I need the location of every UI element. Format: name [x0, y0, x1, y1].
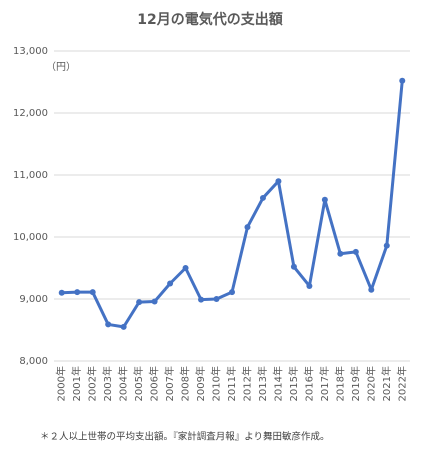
x-tick-label: 2021年	[380, 366, 393, 401]
marker	[167, 280, 174, 287]
x-tick-label: 2014年	[271, 366, 284, 401]
marker	[182, 265, 189, 271]
x-tick-label: 2012年	[240, 366, 253, 401]
x-tick-label: 2006年	[148, 366, 161, 401]
marker	[259, 194, 266, 201]
x-tick-label: 2009年	[194, 366, 207, 401]
marker	[198, 296, 205, 303]
marker	[275, 178, 282, 185]
marker	[244, 224, 251, 231]
marker	[151, 298, 158, 305]
marker	[368, 286, 375, 293]
x-tick-label: 2016年	[302, 366, 315, 401]
footnote: ＊２人以上世帯の平均支出額。『家計調査月報』より舞田敏彦作成。	[40, 431, 330, 443]
x-tick-label: 2019年	[349, 366, 362, 401]
x-tick-label: 2007年	[163, 366, 176, 401]
marker	[105, 321, 112, 328]
y-tick-label: 12,000	[13, 108, 48, 119]
x-tick-label: 2011年	[225, 366, 238, 401]
y-tick-label: 10,000	[13, 232, 48, 243]
marker	[399, 77, 406, 84]
chart-title: 12月の電気代の支出額	[137, 11, 282, 28]
marker	[337, 250, 344, 257]
marker	[89, 289, 96, 296]
y-tick-label: 8,000	[19, 356, 48, 367]
y-tick-label: 9,000	[19, 294, 48, 305]
marker	[74, 289, 81, 296]
y-tick-label: 11,000	[13, 170, 48, 181]
x-tick-label: 2017年	[318, 366, 331, 401]
marker	[321, 196, 328, 203]
y-unit: （円）	[46, 61, 76, 73]
marker	[58, 289, 65, 296]
marker	[352, 248, 359, 255]
marker	[136, 299, 143, 306]
x-tick-label: 2010年	[210, 366, 223, 401]
x-tick-label: 2002年	[86, 366, 99, 401]
x-tick-label: 2008年	[179, 366, 192, 401]
marker	[229, 289, 235, 296]
marker	[383, 242, 390, 249]
x-tick-label: 2018年	[333, 366, 346, 401]
x-tick-label: 2000年	[55, 366, 68, 401]
marker	[213, 296, 220, 302]
x-tick-label: 2003年	[101, 366, 114, 401]
marker	[306, 282, 313, 289]
x-tick-label: 2005年	[132, 366, 145, 401]
x-tick-label: 2001年	[70, 366, 83, 401]
x-tick-label: 2020年	[364, 366, 377, 401]
y-tick-label: 13,000	[13, 46, 48, 57]
marker	[120, 323, 127, 330]
x-tick-label: 2004年	[117, 366, 130, 401]
x-tick-label: 2015年	[287, 366, 300, 401]
marker	[290, 263, 297, 270]
x-tick-label: 2022年	[395, 366, 408, 401]
x-tick-label: 2013年	[256, 366, 269, 401]
